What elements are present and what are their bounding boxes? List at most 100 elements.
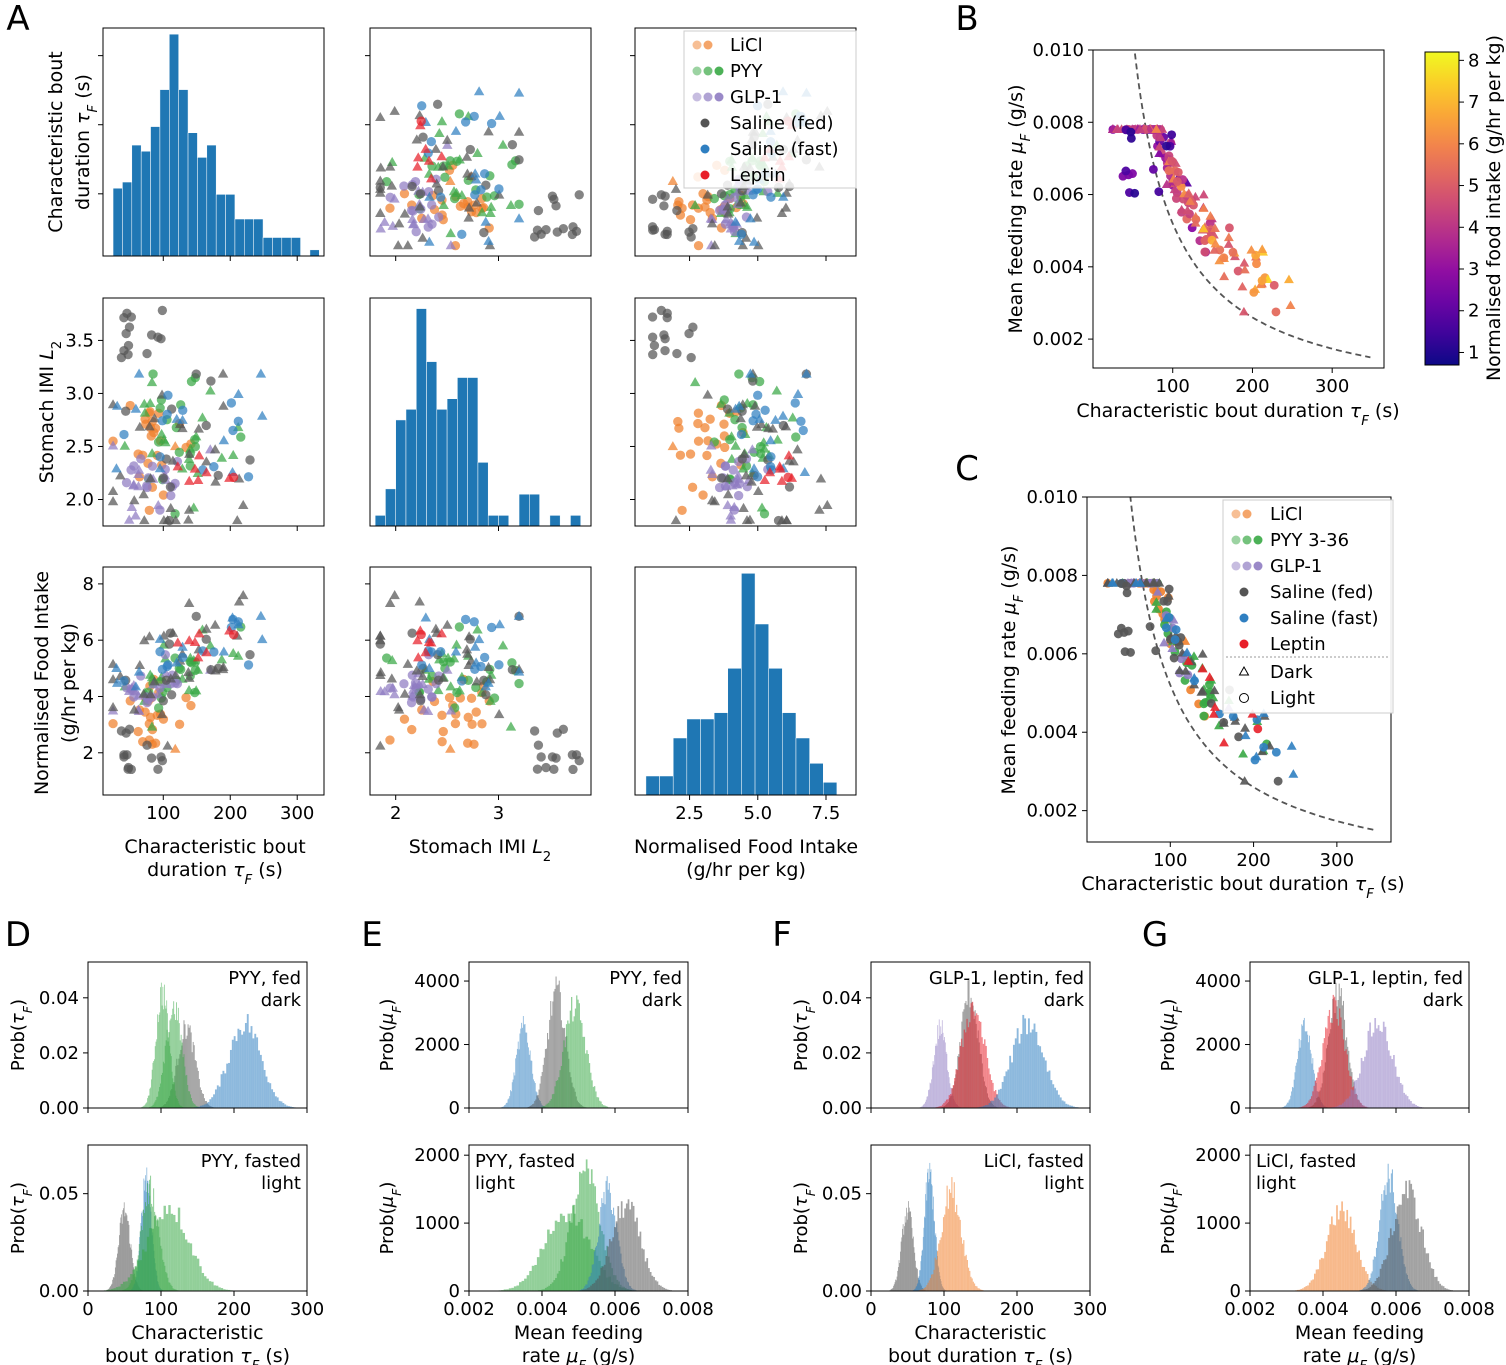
posterior-bar <box>1374 1018 1377 1108</box>
posterior-bar <box>602 1105 605 1108</box>
posterior-bar <box>956 1204 958 1291</box>
posterior-bar <box>114 1267 116 1291</box>
scatter-point <box>733 490 744 501</box>
scatter-point <box>1167 643 1178 653</box>
posterior-bar <box>552 1001 554 1108</box>
posterior-bar <box>1297 1059 1298 1108</box>
scatter-point <box>139 407 151 417</box>
scatter-point <box>399 714 410 724</box>
posterior-bar <box>625 1203 628 1291</box>
posterior-bar <box>1046 1071 1049 1108</box>
scatter-point <box>778 191 789 201</box>
scatter-point <box>770 414 781 424</box>
posterior-bar <box>127 1221 129 1291</box>
scatter-point <box>183 514 194 524</box>
posterior-bar <box>938 1038 939 1108</box>
posterior-bar <box>1301 1024 1303 1108</box>
scatter-point <box>157 416 168 426</box>
posterior-bar <box>1294 1072 1296 1108</box>
posterior-bar <box>211 1281 214 1291</box>
scatter-point <box>705 213 717 223</box>
posterior-bar <box>928 1179 930 1291</box>
scatter-point <box>375 630 386 640</box>
posterior-bar <box>151 1228 154 1291</box>
hist-bar <box>741 573 756 796</box>
scatter-point <box>218 646 230 656</box>
hist-bar <box>754 623 769 796</box>
posterior-bar <box>182 1057 184 1108</box>
posterior-bar <box>160 982 162 1108</box>
posterior-bar <box>541 1289 544 1291</box>
posterior-bar <box>1405 1180 1407 1291</box>
posterior-bar <box>502 1106 504 1108</box>
scatter-point <box>1122 581 1131 591</box>
scatter-point <box>190 431 202 441</box>
panel-A-scatter-intake-vs-L2 <box>647 305 833 526</box>
posterior-bar <box>1067 1104 1070 1108</box>
x-tick-label: 300 <box>280 803 314 824</box>
posterior-bar <box>591 1264 593 1291</box>
axes-frame <box>369 297 592 527</box>
scatter-point <box>722 489 734 499</box>
posterior-bar <box>537 1095 539 1108</box>
scatter-point <box>1183 656 1194 665</box>
scatter-point <box>415 696 426 706</box>
posterior-bar <box>1319 1066 1322 1108</box>
posterior-bar <box>178 1023 180 1108</box>
posterior-bar <box>144 1104 146 1108</box>
posterior-bar <box>532 1073 534 1108</box>
posterior-bar <box>115 1287 119 1291</box>
scatter-point <box>375 175 386 185</box>
y-axis-label: Characteristic bout <box>45 51 67 232</box>
colorbar-tick-label: 7 <box>1468 92 1479 113</box>
posterior-bar <box>551 1015 553 1108</box>
posterior-bar <box>1353 1229 1355 1291</box>
posterior-bar <box>144 1105 145 1108</box>
posterior-bar <box>246 1014 249 1108</box>
y-tick-label: 0 <box>449 1098 460 1119</box>
scatter-point <box>119 750 129 760</box>
posterior-bar <box>536 1257 540 1291</box>
posterior-bar <box>517 1041 519 1108</box>
scatter-point <box>720 461 730 471</box>
x-tick-label: 0.002 <box>443 1299 495 1320</box>
posterior-bar <box>982 1043 985 1108</box>
posterior-bar <box>137 1260 140 1291</box>
scatter-point <box>153 332 163 342</box>
posterior-bar <box>922 1236 924 1291</box>
posterior-bar <box>976 1286 978 1291</box>
scatter-point <box>434 212 444 222</box>
scatter-point <box>1154 141 1165 151</box>
posterior-bar <box>177 1007 179 1108</box>
posterior-bar <box>1384 1026 1387 1108</box>
posterior-bar <box>548 1285 551 1291</box>
posterior-bar <box>239 1029 242 1108</box>
posterior-bar <box>183 1054 185 1108</box>
scatter-point <box>1190 211 1201 221</box>
posterior-bar <box>895 1280 897 1291</box>
scatter-point <box>155 505 165 515</box>
scatter-point <box>1151 604 1162 613</box>
scatter-point <box>107 485 119 496</box>
posterior-bar <box>224 1073 227 1108</box>
posterior-bar <box>925 1101 926 1108</box>
hist-bar <box>122 181 133 257</box>
posterior-bar <box>1401 1084 1404 1108</box>
posterior-bar <box>545 1104 547 1108</box>
posterior-bar <box>173 1214 176 1291</box>
posterior-bar <box>944 1042 946 1108</box>
scatter-point <box>1269 280 1279 290</box>
y-tick-label: 0.002 <box>1032 329 1084 350</box>
posterior-bar <box>908 1201 909 1291</box>
scatter-point <box>1126 133 1136 143</box>
scatter-point <box>154 463 166 473</box>
posterior-bar <box>145 1206 147 1291</box>
y-tick-label: 0.008 <box>1032 112 1084 133</box>
posterior-bar <box>1362 1061 1365 1108</box>
posterior-bar <box>1362 1289 1365 1291</box>
posterior-bar <box>1348 1096 1351 1108</box>
posterior-bar <box>918 1278 919 1291</box>
posterior-bar <box>916 1284 918 1291</box>
posterior-bar <box>1031 1029 1034 1108</box>
scatter-point <box>379 216 390 226</box>
